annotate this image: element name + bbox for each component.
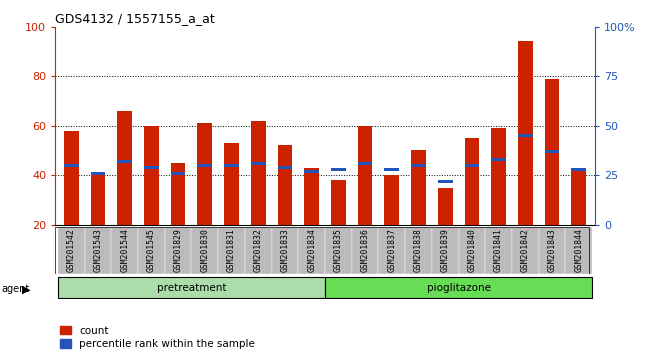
Bar: [512, 227, 539, 274]
Bar: [90, 175, 105, 225]
Bar: [164, 227, 192, 274]
Text: GSM201842: GSM201842: [521, 228, 530, 272]
Bar: [486, 227, 512, 274]
Text: GSM201544: GSM201544: [120, 228, 129, 272]
Bar: [325, 277, 592, 298]
Bar: [111, 227, 138, 274]
Text: GSM201542: GSM201542: [67, 228, 76, 272]
Bar: [545, 79, 560, 225]
Text: GSM201844: GSM201844: [574, 228, 583, 272]
Text: GSM201545: GSM201545: [147, 228, 156, 272]
Bar: [224, 143, 239, 225]
Bar: [224, 164, 239, 167]
Text: GDS4132 / 1557155_a_at: GDS4132 / 1557155_a_at: [55, 12, 215, 25]
Bar: [171, 163, 185, 225]
Bar: [331, 180, 346, 225]
Bar: [458, 227, 486, 274]
Text: pioglitazone: pioglitazone: [426, 282, 491, 293]
Bar: [198, 123, 212, 225]
Text: GSM201830: GSM201830: [200, 228, 209, 272]
Bar: [566, 227, 592, 274]
Bar: [438, 188, 452, 225]
Bar: [465, 138, 479, 225]
Bar: [192, 227, 218, 274]
Bar: [90, 172, 105, 175]
Text: GSM201829: GSM201829: [174, 228, 183, 272]
Bar: [384, 175, 399, 225]
Bar: [358, 162, 372, 165]
Text: agent: agent: [1, 284, 29, 293]
Bar: [64, 131, 79, 225]
Text: GSM201834: GSM201834: [307, 228, 316, 272]
Legend: count, percentile rank within the sample: count, percentile rank within the sample: [60, 326, 255, 349]
Bar: [58, 277, 325, 298]
Bar: [138, 227, 164, 274]
Bar: [118, 111, 132, 225]
Bar: [144, 166, 159, 169]
Text: GSM201843: GSM201843: [547, 228, 556, 272]
Bar: [245, 227, 272, 274]
Bar: [571, 168, 586, 171]
Text: GSM201837: GSM201837: [387, 228, 396, 272]
Text: GSM201838: GSM201838: [414, 228, 423, 272]
Bar: [171, 172, 185, 175]
Bar: [144, 126, 159, 225]
Text: GSM201835: GSM201835: [334, 228, 343, 272]
Text: GSM201841: GSM201841: [494, 228, 503, 272]
Bar: [518, 134, 532, 137]
Bar: [325, 227, 352, 274]
Text: GSM201832: GSM201832: [254, 228, 263, 272]
Bar: [378, 227, 405, 274]
Text: GSM201840: GSM201840: [467, 228, 476, 272]
Text: GSM201836: GSM201836: [361, 228, 370, 272]
Text: GSM201831: GSM201831: [227, 228, 236, 272]
Text: ▶: ▶: [22, 284, 31, 294]
Bar: [384, 168, 399, 171]
Bar: [545, 150, 560, 153]
Bar: [539, 227, 566, 274]
Bar: [304, 168, 319, 225]
Bar: [465, 164, 479, 167]
Bar: [304, 170, 319, 173]
Bar: [491, 128, 506, 225]
Text: GSM201839: GSM201839: [441, 228, 450, 272]
Text: GSM201543: GSM201543: [94, 228, 103, 272]
Bar: [358, 126, 372, 225]
Bar: [432, 227, 458, 274]
Text: pretreatment: pretreatment: [157, 282, 226, 293]
Bar: [251, 162, 266, 165]
Bar: [331, 168, 346, 171]
Bar: [64, 164, 79, 167]
Bar: [272, 227, 298, 274]
Bar: [571, 168, 586, 225]
Bar: [84, 227, 111, 274]
Bar: [278, 166, 292, 169]
Bar: [58, 227, 84, 274]
Text: GSM201833: GSM201833: [280, 228, 289, 272]
Bar: [352, 227, 378, 274]
Bar: [278, 145, 292, 225]
Bar: [198, 164, 212, 167]
Bar: [218, 227, 245, 274]
Bar: [251, 121, 266, 225]
Bar: [518, 41, 532, 225]
Bar: [118, 160, 132, 163]
Bar: [491, 158, 506, 161]
Bar: [438, 180, 452, 183]
Bar: [405, 227, 432, 274]
Bar: [298, 227, 325, 274]
Bar: [411, 150, 426, 225]
Bar: [411, 164, 426, 167]
